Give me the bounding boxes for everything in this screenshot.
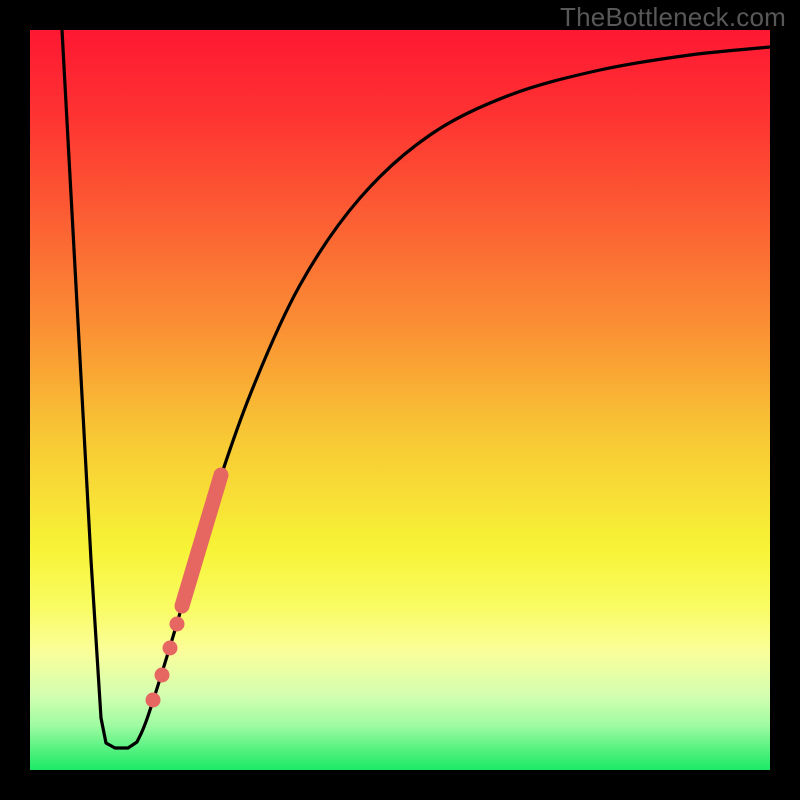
highlight-dot [146, 693, 161, 708]
highlight-dot [170, 617, 185, 632]
bottleneck-chart [0, 0, 800, 800]
plot-background [30, 30, 770, 770]
chart-container: TheBottleneck.com [0, 0, 800, 800]
highlight-dot [155, 668, 170, 683]
watermark-text: TheBottleneck.com [560, 2, 786, 33]
highlight-dot [163, 641, 178, 656]
